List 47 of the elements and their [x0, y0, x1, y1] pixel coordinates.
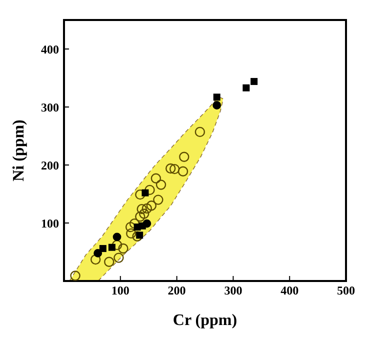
point: [242, 84, 250, 92]
y-axis-title: Ni (ppm): [10, 120, 28, 182]
point: [165, 163, 176, 174]
point: [104, 256, 114, 267]
point: [126, 228, 136, 239]
point: [112, 232, 122, 242]
point: [136, 232, 144, 239]
point: [142, 189, 149, 196]
point: [212, 101, 222, 110]
x-tick-label: 400: [280, 284, 299, 298]
point: [112, 240, 122, 250]
point: [125, 222, 136, 232]
point: [142, 203, 152, 214]
point: [135, 189, 146, 200]
x-tick-label: 300: [224, 284, 242, 298]
point: [99, 245, 106, 252]
point: [178, 166, 188, 176]
point: [213, 94, 220, 101]
x-axis-title: Cr (ppm): [172, 312, 238, 329]
point: [132, 231, 142, 242]
point: [142, 219, 152, 228]
point: [108, 244, 116, 251]
y-tick-label: 300: [41, 100, 59, 114]
point: [114, 252, 124, 263]
y-tick-label: 100: [41, 216, 59, 230]
point: [150, 173, 162, 184]
point: [90, 254, 101, 265]
point: [118, 243, 128, 254]
point: [136, 204, 147, 214]
point: [250, 78, 258, 85]
point: [70, 270, 80, 281]
x-tick-label: 100: [111, 284, 130, 298]
y-tick-label: 400: [41, 42, 59, 56]
point: [169, 164, 180, 174]
point: [94, 248, 102, 258]
point: [179, 152, 190, 162]
x-tick-label: 200: [168, 284, 186, 298]
x-tick-label: 500: [337, 284, 355, 298]
point: [194, 126, 206, 138]
point: [144, 184, 155, 196]
point: [138, 208, 150, 219]
y-tick-label: 200: [41, 158, 59, 172]
point: [156, 180, 166, 190]
point: [135, 212, 146, 222]
point: [129, 218, 140, 229]
point: [146, 200, 157, 211]
point: [153, 194, 164, 205]
